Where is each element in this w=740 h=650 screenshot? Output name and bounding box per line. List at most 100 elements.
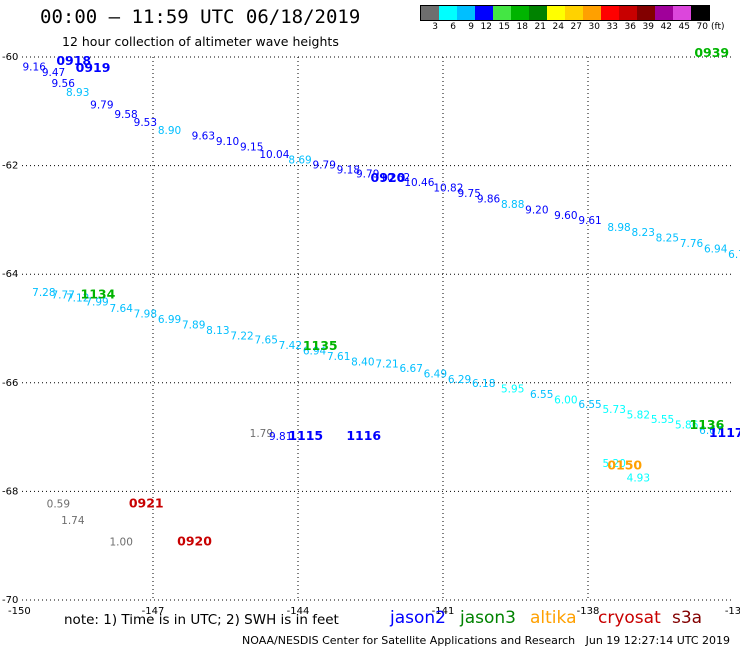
data-point: 8.98: [607, 222, 630, 234]
legend-label-45: 45: [678, 22, 690, 32]
track-time-label: 0921: [129, 496, 164, 511]
legend-jason2: jason2: [390, 608, 446, 628]
legend-swatch-30: [583, 6, 601, 20]
legend-label-33: 33: [606, 22, 618, 32]
legend-label-70: 70: [696, 22, 708, 32]
legend-label-39: 39: [642, 22, 654, 32]
track-time-label: 0920: [177, 534, 212, 549]
y-tick-label: -64: [2, 269, 18, 280]
track-time-label: 1136: [690, 417, 725, 432]
legend-unit: (ft): [711, 22, 725, 32]
track-time-label: 0920: [371, 170, 406, 185]
legend-swatch-45: [673, 6, 691, 20]
legend-swatch-21: [529, 6, 547, 20]
data-point: 8.23: [632, 227, 655, 239]
legend-swatch-33: [601, 6, 619, 20]
data-point: 9.53: [134, 117, 157, 129]
track-time-label: 0150: [607, 458, 642, 473]
data-point: 6.18: [472, 378, 495, 390]
track-time-label: 0939: [694, 45, 729, 60]
data-point: 7.98: [134, 309, 157, 321]
y-tick-label: -68: [2, 486, 18, 497]
x-tick-label: -141: [432, 606, 455, 617]
data-point: 10.04: [259, 149, 289, 161]
data-point: 8.93: [66, 87, 89, 99]
data-point: 6.49: [424, 368, 447, 380]
legend-label-12: 12: [480, 22, 492, 32]
data-point: 1.79: [250, 428, 273, 440]
x-tick-label: -13: [725, 606, 740, 617]
data-point: 1.00: [110, 537, 133, 549]
data-point: 5.55: [651, 414, 674, 426]
legend-label-24: 24: [552, 22, 564, 32]
data-point: 10.82: [433, 183, 463, 195]
legend-label-30: 30: [588, 22, 600, 32]
data-point: 7.64: [110, 303, 134, 315]
legend-label-36: 36: [624, 22, 636, 32]
data-point: 7.12: [66, 292, 89, 304]
data-point: 9.61: [578, 215, 601, 227]
page-subtitle: 12 hour collection of altimeter wave hei…: [62, 34, 339, 49]
data-point: 9.81: [269, 431, 292, 443]
data-point: 9.75: [458, 188, 481, 200]
legend-label-15: 15: [498, 22, 510, 32]
x-tick-label: -144: [287, 606, 310, 617]
legend-swatch-15: [493, 6, 511, 20]
data-point: 9.58: [114, 109, 137, 121]
data-point: 8.13: [206, 325, 229, 337]
legend-label-6: 6: [450, 22, 456, 32]
data-point: 6.29: [448, 374, 471, 386]
data-point: 5.95: [501, 384, 524, 396]
legend-label-3: 3: [432, 22, 438, 32]
data-point: 7.22: [230, 330, 253, 342]
legend-altika: altika: [530, 608, 577, 628]
data-point: 6.07: [699, 425, 722, 437]
data-point: 6.77: [728, 249, 740, 261]
data-point: 9.20: [525, 204, 548, 216]
legend-swatch-39: [637, 6, 655, 20]
legend-swatch-27: [565, 6, 583, 20]
data-point: 5.20: [603, 458, 626, 470]
track-time-label: 0919: [76, 60, 111, 75]
legend-label-18: 18: [516, 22, 528, 32]
data-point: 9.47: [42, 67, 65, 79]
data-point: 9.79: [356, 169, 379, 181]
y-tick-label: -70: [2, 595, 18, 606]
data-point: 6.67: [400, 363, 423, 375]
legend-swatch-18: [511, 6, 529, 20]
x-tick-label: -150: [8, 606, 31, 617]
data-point: 5.86: [675, 419, 699, 431]
color-scale-labels: 3 6 9 12 15 18 21 24 27 30 33 36 39 42 45 70 (ft): [420, 22, 725, 32]
data-point: 8.40: [351, 356, 374, 368]
data-point: 9.18: [337, 165, 360, 177]
y-tick-label: -60: [2, 52, 18, 63]
data-point: 7.21: [375, 359, 398, 371]
legend-swatch-6: [439, 6, 457, 20]
track-time-label: 0918: [56, 53, 91, 68]
data-point: 6.99: [158, 314, 181, 326]
legend-label-21: 21: [534, 22, 546, 32]
data-point: 8.25: [656, 233, 679, 245]
data-point: 9.63: [192, 131, 215, 143]
data-point: 7.89: [182, 320, 205, 332]
legend-label-9: 9: [468, 22, 474, 32]
legend-swatch-24: [547, 6, 565, 20]
y-tick-label: -62: [2, 161, 18, 172]
legend-swatch-3: [421, 6, 439, 20]
data-point: 7.61: [327, 351, 350, 363]
legend-swatch-12: [475, 6, 493, 20]
data-point: 9.86: [477, 194, 501, 206]
track-time-label: 1115: [288, 428, 323, 443]
y-tick-label: -66: [2, 378, 18, 389]
x-tick-label: -138: [577, 606, 600, 617]
data-point: 8.88: [501, 199, 524, 211]
data-point: 6.55: [578, 399, 601, 411]
track-time-label: 1135: [303, 338, 338, 353]
data-point: 7.28: [32, 287, 55, 299]
data-point: 7.99: [85, 297, 108, 309]
data-point: 7.77: [52, 290, 75, 302]
legend-swatch-9: [457, 6, 475, 20]
legend-label-42: 42: [660, 22, 672, 32]
